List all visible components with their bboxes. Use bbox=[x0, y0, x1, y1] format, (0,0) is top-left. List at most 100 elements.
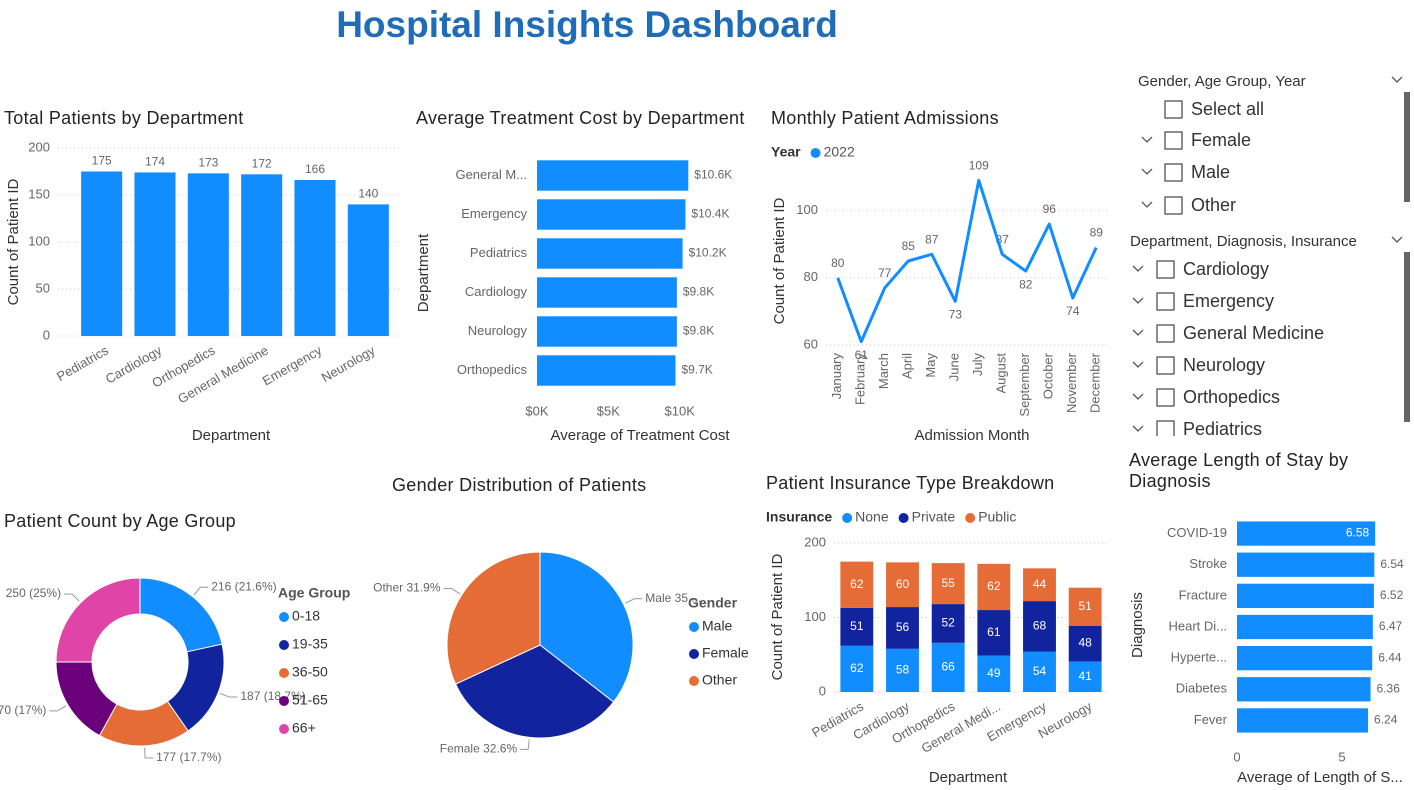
data-label: 6.24 bbox=[1374, 713, 1398, 727]
slicer-item[interactable]: Other bbox=[1191, 195, 1236, 215]
data-label: 6.58 bbox=[1346, 526, 1370, 540]
checkbox[interactable] bbox=[1164, 100, 1183, 119]
bar bbox=[537, 160, 689, 191]
legend-marker bbox=[689, 622, 699, 632]
y-axis-title: Diagnosis bbox=[1129, 592, 1146, 658]
slicer-item[interactable]: General Medicine bbox=[1183, 323, 1324, 343]
bar-segment bbox=[931, 563, 965, 605]
slicer-dropdown[interactable] bbox=[1391, 236, 1403, 243]
x-axis-title: Admission Month bbox=[914, 427, 1029, 444]
checkbox[interactable] bbox=[1156, 388, 1175, 407]
y-tick-label: Emergency bbox=[461, 206, 527, 221]
legend-label: 51-65 bbox=[292, 692, 328, 708]
x-tick-label: Emergency bbox=[260, 342, 325, 388]
data-label: 170 (17%) bbox=[0, 703, 46, 717]
legend-label: Female bbox=[702, 645, 749, 661]
checkbox[interactable] bbox=[1164, 131, 1183, 150]
bar bbox=[1237, 708, 1369, 733]
leader-line bbox=[144, 747, 154, 759]
legend-label: 66+ bbox=[292, 720, 316, 736]
expand-toggle[interactable] bbox=[1132, 297, 1144, 304]
expand-toggle[interactable] bbox=[1132, 265, 1144, 272]
data-label: 6.44 bbox=[1378, 650, 1402, 664]
slicer-item[interactable]: Pediatrics bbox=[1183, 419, 1262, 439]
checkbox[interactable] bbox=[1156, 260, 1175, 279]
y-tick-label: 200 bbox=[804, 534, 826, 549]
legend-label: Other bbox=[702, 672, 737, 688]
chart-title: Monthly Patient Admissions bbox=[771, 108, 999, 128]
data-label: 6.47 bbox=[1379, 619, 1403, 633]
checkbox[interactable] bbox=[1156, 292, 1175, 311]
data-label: 51 bbox=[1078, 599, 1092, 613]
x-axis-title: Department bbox=[192, 427, 271, 444]
legend-label: None bbox=[855, 509, 889, 525]
y-axis-title: Count of Patient ID bbox=[5, 178, 22, 305]
chart-title: Gender Distribution of Patients bbox=[392, 475, 647, 495]
slicer-dropdown[interactable] bbox=[1391, 76, 1403, 83]
bar-segment bbox=[931, 604, 965, 643]
legend-label: Public bbox=[978, 509, 1016, 525]
value-label: 216 (21.6%) bbox=[211, 579, 276, 593]
y-tick-label: 0 bbox=[819, 683, 826, 698]
x-tick-label: May bbox=[923, 353, 938, 378]
bar-segment bbox=[840, 607, 874, 646]
chart-title: Total Patients by Department bbox=[4, 108, 244, 128]
slicer-item[interactable]: Neurology bbox=[1183, 355, 1265, 375]
category-label: Male bbox=[645, 591, 671, 605]
y-axis-title: Count of Patient ID bbox=[771, 197, 788, 324]
chart-title: Average Length of Stay by Diagnosis bbox=[1129, 450, 1349, 491]
checkbox[interactable] bbox=[1164, 163, 1183, 182]
x-tick-label: October bbox=[1041, 352, 1056, 399]
data-label: 89 bbox=[1090, 226, 1104, 240]
checkbox[interactable] bbox=[1156, 420, 1175, 438]
value-label: 187 (18.7%) bbox=[240, 689, 305, 703]
data-label: 96 bbox=[1043, 202, 1057, 216]
data-label: 62 bbox=[987, 579, 1001, 593]
expand-toggle[interactable] bbox=[1132, 329, 1144, 336]
checkbox[interactable] bbox=[1156, 324, 1175, 343]
expand-toggle[interactable] bbox=[1132, 393, 1144, 400]
y-tick-label: 100 bbox=[796, 202, 818, 217]
x-tick-label: 5 bbox=[1338, 749, 1345, 764]
x-axis-title: Department bbox=[929, 769, 1008, 786]
slicer-item[interactable]: Emergency bbox=[1183, 291, 1274, 311]
checkbox[interactable] bbox=[1156, 356, 1175, 375]
legend-title: Year bbox=[771, 144, 801, 160]
y-tick-label: Neurology bbox=[468, 323, 528, 338]
expand-toggle[interactable] bbox=[1132, 425, 1144, 432]
bar bbox=[1237, 677, 1371, 702]
checkbox[interactable] bbox=[1164, 196, 1183, 215]
value-label: 177 (17.7%) bbox=[156, 750, 221, 764]
expand-toggle[interactable] bbox=[1141, 201, 1153, 208]
slicer-item[interactable]: Select all bbox=[1191, 99, 1264, 119]
bar-segment bbox=[977, 655, 1011, 692]
x-tick-label: January bbox=[829, 353, 844, 400]
slicer-item[interactable]: Orthopedics bbox=[1183, 387, 1280, 407]
slice bbox=[539, 551, 634, 703]
data-label: 250 (25%) bbox=[6, 586, 61, 600]
expand-toggle[interactable] bbox=[1141, 136, 1153, 143]
x-tick-label: December bbox=[1088, 352, 1103, 413]
data-label: 82 bbox=[1019, 277, 1033, 291]
bar-segment bbox=[840, 645, 874, 692]
bar bbox=[537, 355, 676, 386]
data-label: Other 31.9% bbox=[373, 581, 441, 595]
slicer-item[interactable]: Female bbox=[1191, 130, 1251, 150]
slicer-items: Select all Female Male Other bbox=[1141, 99, 1264, 215]
slicer-title: Gender, Age Group, Year bbox=[1138, 73, 1306, 90]
x-tick-label: March bbox=[876, 353, 891, 389]
bar-segment bbox=[1023, 601, 1056, 652]
expand-toggle[interactable] bbox=[1132, 361, 1144, 368]
y-axis-title: Department bbox=[415, 233, 432, 312]
bar bbox=[1237, 521, 1376, 546]
data-label: 85 bbox=[902, 239, 916, 253]
expand-toggle[interactable] bbox=[1141, 168, 1153, 175]
y-tick-label: COVID-19 bbox=[1167, 525, 1227, 540]
data-label: 173 bbox=[198, 156, 218, 170]
slicer-item[interactable]: Cardiology bbox=[1183, 259, 1269, 279]
bar-segment bbox=[1068, 661, 1102, 692]
bar bbox=[347, 204, 389, 336]
slicer-item[interactable]: Male bbox=[1191, 162, 1230, 182]
data-label: 177 (17.7%) bbox=[156, 750, 221, 764]
y-tick-label: Stroke bbox=[1189, 556, 1227, 571]
